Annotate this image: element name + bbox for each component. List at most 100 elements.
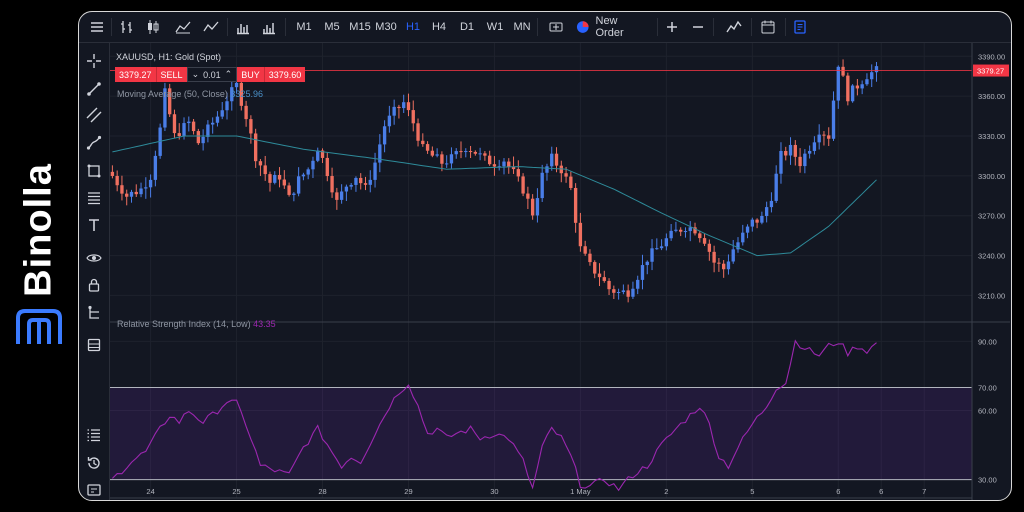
candle-body — [330, 176, 334, 193]
candle-body — [296, 176, 301, 194]
candle-body — [516, 169, 520, 177]
candle-body — [798, 156, 802, 167]
candle-body — [411, 110, 415, 124]
compare-icon[interactable] — [545, 12, 567, 42]
chevron-down-icon[interactable]: ⌄ — [191, 69, 200, 79]
trend-line-icon[interactable] — [84, 79, 104, 99]
moving-average-legend[interactable]: Moving Average (50, Close) 3325.96 — [117, 89, 263, 99]
candle-body — [650, 248, 654, 262]
candle-body — [636, 279, 640, 289]
rsi-legend[interactable]: Relative Strength Index (14, Low) 43.35 — [117, 319, 276, 329]
line-chart-type-icon[interactable] — [199, 12, 223, 42]
candle-body — [378, 144, 382, 163]
history-icon[interactable] — [84, 453, 104, 473]
candle-body — [277, 174, 282, 180]
time-tick-label: 7 — [922, 487, 926, 496]
timeframe-m5[interactable]: M5 — [324, 21, 340, 33]
buy-button[interactable]: BUY — [237, 67, 264, 82]
time-tick-label: 5 — [750, 487, 754, 496]
ma-label-text: Moving Average (50, Close) — [117, 89, 228, 99]
quantity-stepper[interactable]: ⌄ 0.01 ⌃ — [186, 67, 238, 82]
crosshair-icon[interactable] — [84, 51, 104, 71]
candle-body — [530, 198, 535, 216]
notes-icon[interactable] — [789, 12, 811, 42]
candle-body — [846, 75, 850, 102]
timeframe-m1[interactable]: M1 — [296, 21, 312, 33]
chevron-up-icon[interactable]: ⌃ — [224, 69, 233, 79]
current-price-tag — [973, 64, 1009, 77]
sell-button[interactable]: SELL — [155, 67, 187, 82]
candle-body — [502, 161, 506, 167]
candle-body — [120, 185, 124, 194]
indicators-icon[interactable] — [723, 12, 745, 42]
parallel-channel-icon[interactable] — [84, 105, 104, 125]
fib-retracement-icon[interactable] — [84, 188, 104, 208]
moving-average-line — [112, 135, 877, 257]
bar-chart-type-icon[interactable] — [115, 12, 139, 42]
timeframe-h4[interactable]: H4 — [431, 21, 447, 33]
candle-body — [645, 261, 649, 266]
text-tool-icon[interactable] — [84, 215, 104, 235]
symbol-title[interactable]: XAUUSD, H1: Gold (Spot) — [116, 52, 222, 62]
buy-price[interactable]: 3379.60 — [263, 67, 306, 82]
candle-body — [817, 134, 821, 143]
object-tree-icon[interactable] — [84, 303, 104, 323]
price-chart[interactable]: 3210.00 3240.00 3270.00 3300.00 3330.00 3360.… — [110, 43, 1010, 500]
candle-body — [612, 289, 616, 293]
area-chart-type-icon[interactable] — [171, 12, 195, 42]
calendar-icon[interactable] — [757, 12, 779, 42]
timeframe-mn[interactable]: MN — [513, 21, 531, 33]
rsi-tick-label: 90.00 — [978, 337, 997, 346]
brush-icon[interactable] — [84, 133, 104, 153]
eye-icon[interactable] — [84, 248, 104, 268]
templates-icon[interactable] — [84, 335, 104, 355]
candle-body — [354, 177, 358, 185]
timeframe-m15[interactable]: M15 — [349, 21, 371, 33]
lock-icon[interactable] — [84, 275, 104, 295]
candle-body — [134, 191, 138, 195]
candle-body — [125, 193, 129, 197]
zoom-out-icon[interactable] — [687, 12, 709, 42]
account-icon[interactable] — [84, 480, 104, 500]
candle-body — [616, 292, 621, 294]
candle-body — [588, 253, 592, 263]
candle-body — [253, 133, 258, 162]
rectangle-icon[interactable] — [84, 161, 104, 181]
candle-body — [764, 207, 769, 216]
sell-price[interactable]: 3379.27 — [115, 67, 156, 82]
candle-body — [573, 187, 578, 223]
timeframe-m30[interactable]: M30 — [375, 21, 397, 33]
candles-chart-type-icon[interactable] — [141, 12, 165, 42]
candle-body — [382, 126, 387, 145]
list-icon[interactable] — [84, 425, 104, 445]
timeframe-h1[interactable]: H1 — [405, 21, 421, 33]
candle-body — [621, 290, 626, 293]
time-tick-label: 1 May — [570, 487, 591, 496]
time-tick-label: 29 — [404, 487, 412, 496]
candle-body — [827, 135, 831, 139]
candle-body — [769, 200, 774, 208]
time-tick-label: 6 — [836, 487, 840, 496]
candle-body — [301, 174, 306, 177]
candle-body — [679, 229, 683, 232]
volume-profile-icon[interactable] — [257, 12, 281, 42]
candle-body — [674, 229, 678, 231]
candle-body — [578, 222, 583, 247]
candle-body — [335, 192, 339, 200]
current-price-label: 3379.27 — [977, 67, 1004, 76]
menu-icon[interactable] — [85, 12, 109, 42]
candle-body — [593, 262, 597, 274]
candle-body — [402, 102, 406, 109]
candle-body — [153, 155, 158, 180]
timeframe-w1[interactable]: W1 — [486, 21, 504, 33]
candle-body — [865, 79, 869, 85]
zoom-in-icon[interactable] — [661, 12, 683, 42]
volume-icon[interactable] — [231, 12, 255, 42]
new-order-button[interactable]: New Order — [575, 12, 647, 42]
candle-body — [339, 191, 344, 200]
candle-body — [425, 144, 430, 151]
candle-body — [511, 166, 516, 170]
timeframe-d1[interactable]: D1 — [459, 21, 475, 33]
new-order-icon — [576, 21, 589, 33]
quantity-value[interactable]: 0.01 — [203, 69, 221, 80]
